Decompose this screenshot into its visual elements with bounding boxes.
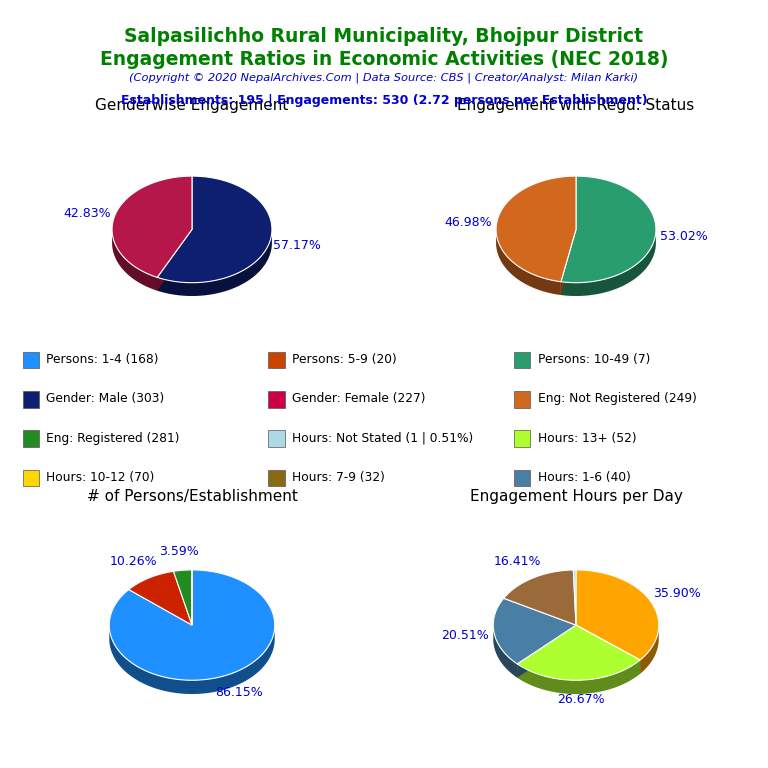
Text: Hours: 7-9 (32): Hours: 7-9 (32) — [292, 471, 385, 484]
Polygon shape — [109, 570, 275, 680]
Polygon shape — [576, 625, 640, 674]
Polygon shape — [640, 625, 659, 674]
Polygon shape — [112, 176, 192, 277]
FancyBboxPatch shape — [515, 470, 531, 486]
Title: # of Persons/Establishment: # of Persons/Establishment — [87, 489, 297, 505]
FancyBboxPatch shape — [269, 470, 285, 486]
Text: Gender: Male (303): Gender: Male (303) — [46, 392, 164, 406]
Polygon shape — [112, 230, 157, 291]
Text: Gender: Female (227): Gender: Female (227) — [292, 392, 425, 406]
Polygon shape — [496, 229, 561, 295]
Text: Hours: Not Stated (1 | 0.51%): Hours: Not Stated (1 | 0.51%) — [292, 432, 473, 445]
Text: Establishments: 195 | Engagements: 530 (2.72 persons per Establishment): Establishments: 195 | Engagements: 530 (… — [121, 94, 647, 107]
Text: (Copyright © 2020 NepalArchives.Com | Data Source: CBS | Creator/Analyst: Milan : (Copyright © 2020 NepalArchives.Com | Da… — [130, 73, 638, 84]
Polygon shape — [493, 624, 517, 677]
Text: 26.67%: 26.67% — [558, 693, 605, 706]
Polygon shape — [574, 570, 576, 625]
Polygon shape — [496, 176, 576, 282]
FancyBboxPatch shape — [269, 430, 285, 447]
FancyBboxPatch shape — [23, 430, 39, 447]
Polygon shape — [504, 570, 576, 625]
Text: Eng: Registered (281): Eng: Registered (281) — [46, 432, 180, 445]
Text: 3.59%: 3.59% — [160, 545, 200, 558]
Polygon shape — [157, 176, 272, 283]
Polygon shape — [517, 625, 576, 677]
Text: Engagement Ratios in Economic Activities (NEC 2018): Engagement Ratios in Economic Activities… — [100, 50, 668, 69]
Text: Persons: 5-9 (20): Persons: 5-9 (20) — [292, 353, 397, 366]
Polygon shape — [157, 230, 192, 291]
Text: Hours: 13+ (52): Hours: 13+ (52) — [538, 432, 637, 445]
Text: Salpasilichho Rural Municipality, Bhojpur District: Salpasilichho Rural Municipality, Bhojpu… — [124, 27, 644, 46]
Polygon shape — [576, 625, 640, 674]
Text: 20.51%: 20.51% — [442, 629, 489, 642]
Polygon shape — [493, 598, 576, 664]
Text: Eng: Not Registered (249): Eng: Not Registered (249) — [538, 392, 697, 406]
Polygon shape — [517, 625, 640, 680]
Polygon shape — [517, 625, 576, 677]
Polygon shape — [129, 571, 192, 625]
FancyBboxPatch shape — [23, 391, 39, 408]
Text: 35.90%: 35.90% — [653, 587, 700, 600]
Text: 46.98%: 46.98% — [445, 216, 492, 229]
Polygon shape — [157, 230, 272, 296]
Polygon shape — [576, 570, 659, 660]
Text: 57.17%: 57.17% — [273, 239, 321, 252]
Text: Persons: 1-4 (168): Persons: 1-4 (168) — [46, 353, 159, 366]
Text: 16.41%: 16.41% — [494, 555, 541, 568]
Text: Persons: 10-49 (7): Persons: 10-49 (7) — [538, 353, 650, 366]
Polygon shape — [109, 626, 275, 694]
Polygon shape — [561, 230, 576, 295]
FancyBboxPatch shape — [23, 470, 39, 486]
Text: 86.15%: 86.15% — [215, 686, 263, 699]
Title: Engagement Hours per Day: Engagement Hours per Day — [469, 489, 683, 505]
Polygon shape — [561, 176, 656, 283]
FancyBboxPatch shape — [515, 430, 531, 447]
Text: 10.26%: 10.26% — [110, 555, 157, 568]
Polygon shape — [174, 570, 192, 625]
Polygon shape — [561, 229, 656, 296]
Text: Hours: 1-6 (40): Hours: 1-6 (40) — [538, 471, 631, 484]
FancyBboxPatch shape — [269, 352, 285, 368]
Polygon shape — [517, 660, 640, 694]
Title: Genderwise Engagement: Genderwise Engagement — [95, 98, 289, 113]
Text: Hours: 10-12 (70): Hours: 10-12 (70) — [46, 471, 154, 484]
Polygon shape — [157, 230, 192, 291]
FancyBboxPatch shape — [23, 352, 39, 368]
Title: Engagement with Regd. Status: Engagement with Regd. Status — [458, 98, 694, 113]
FancyBboxPatch shape — [515, 352, 531, 368]
FancyBboxPatch shape — [515, 391, 531, 408]
FancyBboxPatch shape — [269, 391, 285, 408]
Text: 53.02%: 53.02% — [660, 230, 707, 243]
Text: 42.83%: 42.83% — [63, 207, 111, 220]
Polygon shape — [561, 230, 576, 295]
